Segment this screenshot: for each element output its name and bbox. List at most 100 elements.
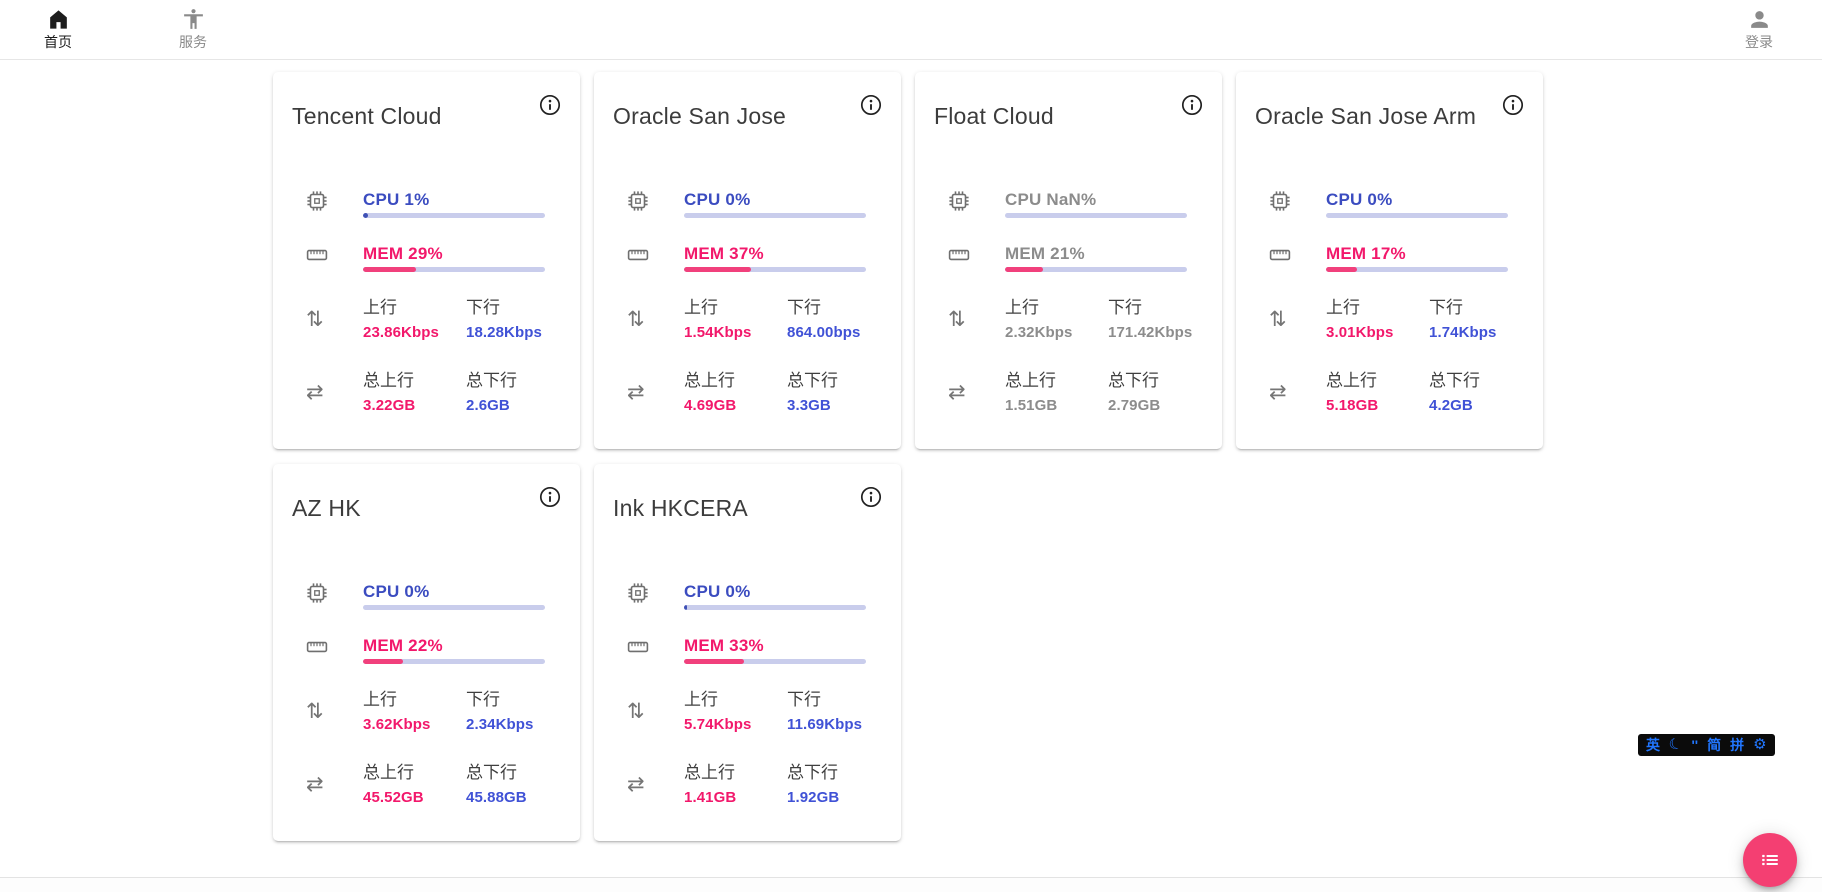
total-upload-value: 3.22GB bbox=[363, 397, 416, 414]
ime-settings-gear-icon[interactable]: ⚙ bbox=[1753, 736, 1767, 753]
menu-fab[interactable] bbox=[1743, 833, 1797, 887]
cpu-progress-fill bbox=[684, 605, 687, 610]
mem-usage-label: MEM 17% bbox=[1326, 244, 1406, 263]
download-speed-value: 864.00bps bbox=[787, 324, 861, 341]
cpu-gauge-row: CPU 0% bbox=[613, 582, 882, 610]
total-download-label: 总下行 bbox=[1108, 371, 1159, 390]
mem-progress-fill bbox=[1326, 267, 1357, 272]
server-card: Oracle San Jose Arm bbox=[1236, 72, 1543, 449]
upload-label: 上行 bbox=[684, 298, 718, 317]
info-icon[interactable] bbox=[539, 486, 561, 508]
server-name: Ink HKCERA bbox=[613, 495, 748, 521]
network-speed-row: ⇅ 上行 1.54Kbps 下行 864.00bps bbox=[613, 298, 882, 341]
ime-toolbar[interactable]: 英 ☾ '' 简 拼 ⚙ bbox=[1638, 734, 1775, 756]
mem-progress-bar bbox=[1326, 267, 1508, 272]
cpu-gauge-row: CPU 1% bbox=[292, 190, 561, 218]
upload-speed-value: 2.32Kbps bbox=[1005, 324, 1073, 341]
download-label: 下行 bbox=[787, 298, 821, 317]
swap-vert-icon: ⇅ bbox=[948, 308, 966, 331]
swap-vert-icon: ⇅ bbox=[306, 308, 324, 331]
upload-label: 上行 bbox=[363, 690, 397, 709]
upload-speed-value: 3.62Kbps bbox=[363, 716, 431, 733]
memory-ruler-icon bbox=[1255, 244, 1326, 271]
cpu-progress-bar bbox=[1005, 213, 1187, 218]
ime-punctuation-indicator[interactable]: '' bbox=[1691, 737, 1699, 753]
memory-ruler-icon bbox=[292, 636, 363, 663]
info-icon[interactable] bbox=[1502, 94, 1524, 116]
swap-vert-icon: ⇅ bbox=[627, 308, 645, 331]
total-upload-value: 4.69GB bbox=[684, 397, 737, 414]
download-speed-value: 11.69Kbps bbox=[787, 716, 863, 733]
mem-progress-fill bbox=[1005, 267, 1044, 272]
total-download-value: 1.92GB bbox=[787, 789, 840, 806]
total-download-value: 2.6GB bbox=[466, 397, 510, 414]
nav-item-login[interactable]: 登录 bbox=[1729, 7, 1789, 50]
swap-vert-icon: ⇅ bbox=[306, 700, 324, 723]
download-speed-value: 171.42Kbps bbox=[1108, 324, 1193, 341]
total-upload-label: 总上行 bbox=[363, 763, 414, 782]
cpu-progress-bar bbox=[684, 605, 866, 610]
total-upload-label: 总上行 bbox=[684, 763, 735, 782]
ime-moon-icon[interactable]: ☾ bbox=[1666, 734, 1685, 755]
cpu-usage-label: CPU 0% bbox=[1326, 190, 1393, 209]
mem-progress-bar bbox=[363, 659, 545, 664]
mem-gauge-row: MEM 17% bbox=[1255, 244, 1524, 272]
total-upload-value: 5.18GB bbox=[1326, 397, 1379, 414]
total-download-value: 4.2GB bbox=[1429, 397, 1473, 414]
info-icon[interactable] bbox=[860, 486, 882, 508]
server-card: Float Cloud bbox=[915, 72, 1222, 449]
memory-ruler-icon bbox=[934, 244, 1005, 271]
total-upload-value: 1.51GB bbox=[1005, 397, 1058, 414]
total-upload-label: 总上行 bbox=[1326, 371, 1377, 390]
cpu-usage-label: CPU 0% bbox=[684, 190, 751, 209]
total-download-label: 总下行 bbox=[1429, 371, 1480, 390]
info-icon[interactable] bbox=[860, 94, 882, 116]
cpu-chip-icon bbox=[934, 190, 1005, 217]
download-label: 下行 bbox=[1429, 298, 1463, 317]
network-speed-row: ⇅ 上行 2.32Kbps 下行 171.42Kbps bbox=[934, 298, 1203, 341]
upload-label: 上行 bbox=[1326, 298, 1360, 317]
mem-progress-bar bbox=[363, 267, 545, 272]
cpu-usage-label: CPU NaN% bbox=[1005, 190, 1097, 209]
swap-horiz-icon: ⇄ bbox=[627, 773, 645, 796]
mem-gauge-row: MEM 22% bbox=[292, 636, 561, 664]
server-card: Tencent Cloud bbox=[273, 72, 580, 449]
cpu-usage-label: CPU 1% bbox=[363, 190, 430, 209]
server-name: Oracle San Jose Arm bbox=[1255, 103, 1477, 129]
swap-horiz-icon: ⇄ bbox=[948, 381, 966, 404]
mem-progress-bar bbox=[1005, 267, 1187, 272]
account-icon bbox=[1750, 11, 1768, 28]
cpu-chip-icon bbox=[292, 582, 363, 609]
upload-speed-value: 23.86Kbps bbox=[363, 324, 439, 341]
ime-lang-indicator[interactable]: 英 bbox=[1646, 737, 1660, 753]
server-card: AZ HK bbox=[273, 464, 580, 841]
download-label: 下行 bbox=[466, 298, 500, 317]
swap-horiz-icon: ⇄ bbox=[627, 381, 645, 404]
swap-horiz-icon: ⇄ bbox=[306, 381, 324, 404]
ime-pinyin-indicator[interactable]: 拼 bbox=[1730, 737, 1745, 753]
mem-usage-label: MEM 21% bbox=[1005, 244, 1085, 263]
swap-horiz-icon: ⇄ bbox=[1269, 381, 1287, 404]
server-card: Oracle San Jose bbox=[594, 72, 901, 449]
swap-vert-icon: ⇅ bbox=[1269, 308, 1287, 331]
total-upload-value: 45.52GB bbox=[363, 789, 424, 806]
total-download-label: 总下行 bbox=[787, 763, 838, 782]
upload-label: 上行 bbox=[363, 298, 397, 317]
mem-progress-fill bbox=[363, 659, 404, 664]
cpu-progress-fill bbox=[363, 213, 368, 218]
nav-item-service[interactable]: 服务 bbox=[163, 7, 223, 50]
server-name: Oracle San Jose bbox=[613, 103, 787, 129]
ime-simplified-indicator[interactable]: 简 bbox=[1707, 737, 1722, 753]
total-download-label: 总下行 bbox=[787, 371, 838, 390]
cpu-progress-bar bbox=[1326, 213, 1508, 218]
total-download-label: 总下行 bbox=[466, 763, 517, 782]
info-icon[interactable] bbox=[539, 94, 561, 116]
nav-login-label: 登录 bbox=[1745, 34, 1773, 50]
network-speed-row: ⇅ 上行 23.86Kbps 下行 18.28Kbps bbox=[292, 298, 561, 341]
upload-speed-value: 5.74Kbps bbox=[684, 716, 752, 733]
cpu-chip-icon bbox=[613, 190, 684, 217]
nav-item-home[interactable]: 首页 bbox=[28, 7, 88, 50]
total-download-label: 总下行 bbox=[466, 371, 517, 390]
mem-usage-label: MEM 29% bbox=[363, 244, 443, 263]
info-icon[interactable] bbox=[1181, 94, 1203, 116]
